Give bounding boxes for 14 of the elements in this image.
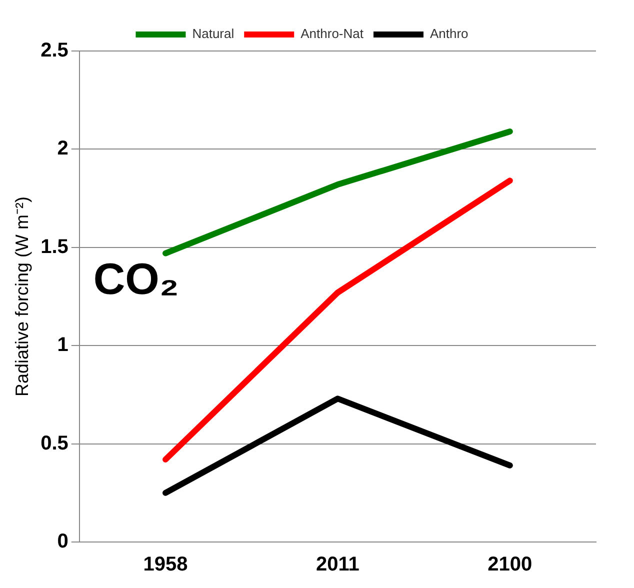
y-tick-label: 1.5	[40, 236, 68, 258]
legend-label: Anthro	[430, 26, 468, 42]
annotation: CO₂	[93, 254, 179, 304]
x-tick-label: 1958	[143, 554, 188, 576]
x-tick-label: 2100	[488, 554, 532, 576]
y-axis-title: Radiative forcing (W m⁻²)	[12, 196, 32, 397]
y-tick-label: 0.5	[40, 432, 68, 454]
y-tick-label: 2.5	[40, 40, 68, 62]
y-tick-label: 0	[57, 530, 68, 553]
y-tick-label: 1	[57, 334, 68, 356]
legend-label: Anthro-Nat	[300, 26, 364, 42]
x-tick-label: 2011	[316, 554, 360, 576]
legend-label: Natural	[192, 26, 234, 42]
y-tick-label: 2	[57, 138, 68, 160]
